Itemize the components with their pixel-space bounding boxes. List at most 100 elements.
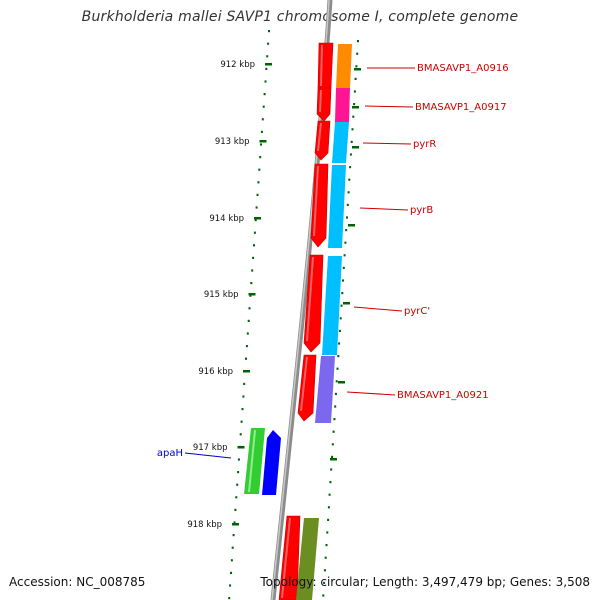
track-dot (252, 256, 255, 259)
track-dot (349, 153, 352, 156)
cds-red-arrow (314, 120, 331, 161)
track-dot (254, 219, 257, 222)
feature-blue-arrow (262, 430, 281, 495)
track-dot (261, 118, 264, 121)
track-dot (265, 67, 268, 70)
track-dot (343, 254, 346, 257)
track-dot (323, 569, 326, 572)
track-dot (350, 140, 353, 143)
feature-magenta (335, 88, 350, 122)
cds-highlight (317, 122, 322, 152)
track-dot (327, 506, 330, 509)
ruler-label: 917 kbp (193, 443, 228, 453)
outer-tick (354, 68, 361, 71)
feature-cyan-pyrC (322, 256, 342, 355)
track-dot (332, 430, 335, 433)
accession-text: Accession: NC_008785 (9, 575, 146, 589)
track-dot (349, 166, 352, 169)
track-dot (257, 181, 260, 184)
track-dot (243, 382, 246, 385)
gene-label: BMASAVP1_A0916 (417, 63, 509, 74)
track-dot (356, 52, 359, 55)
ruler-tick (254, 217, 261, 220)
track-dot (333, 418, 336, 421)
ruler-tick (259, 140, 267, 143)
ruler-tick (248, 293, 256, 296)
track-dot (253, 244, 255, 247)
gene-label: apaH (157, 448, 183, 459)
track-dot (241, 408, 244, 411)
track-dot (234, 508, 237, 511)
gene-label-leader (364, 105, 414, 108)
track-dot (339, 317, 342, 320)
track-dot (236, 483, 239, 486)
track-dot (338, 329, 341, 332)
track-dot (344, 241, 347, 244)
track-dot (342, 279, 344, 282)
track-dot (326, 531, 329, 534)
track-dot (334, 405, 337, 408)
cds-highlight (319, 89, 322, 113)
track-dot (334, 392, 337, 395)
track-dot (255, 206, 258, 209)
track-dot (352, 115, 355, 118)
gene-label: BMASAVP1_A0921 (397, 390, 489, 401)
track-dot (331, 455, 333, 458)
track-dot (351, 128, 354, 131)
track-dot (322, 594, 325, 597)
track-dot (353, 90, 356, 93)
cds-highlight (300, 356, 308, 412)
track-dot (338, 342, 341, 345)
feature-olive (296, 518, 319, 600)
ruler: 912 kbp 913 kbp 914 kbp 915 kbp 916 kbp 917 k… (187, 60, 272, 530)
track-dot (353, 103, 356, 106)
track-dot (231, 546, 234, 549)
track-dot (345, 229, 348, 232)
genome-summary-text: Topology: circular; Length: 3,497,479 bp… (260, 575, 590, 589)
track-dot (329, 481, 332, 484)
feature-orange (336, 44, 352, 88)
outer-tick (343, 302, 350, 305)
track-dot (235, 496, 238, 499)
track-dot (357, 40, 359, 43)
feature-tracks (244, 42, 361, 600)
track-dot (246, 332, 249, 335)
outer-tick (352, 146, 359, 149)
track-dot (264, 80, 267, 83)
cds-highlight (306, 256, 314, 342)
outer-tick (330, 458, 337, 461)
track-dot (336, 367, 339, 370)
gene-label-leader (359, 207, 409, 211)
track-dot (240, 420, 243, 423)
track-dot (327, 518, 330, 521)
track-dot (237, 458, 240, 461)
ruler-label: 916 kbp (198, 367, 233, 377)
map-title: Burkholderia mallei SAVP1 chromosome I, … (81, 9, 519, 25)
ruler-tick (243, 370, 250, 373)
track-dot (335, 380, 338, 383)
feature-cyan-pyrR (332, 122, 349, 163)
feature-cyan-pyrB (328, 165, 346, 248)
track-dot (331, 443, 334, 446)
gene-label-leader (346, 391, 396, 396)
track-dot (325, 544, 328, 547)
cds-highlight (313, 165, 319, 237)
track-dot (341, 292, 344, 295)
track-dot (346, 216, 348, 219)
track-dot (237, 471, 240, 474)
track-dot (239, 433, 242, 436)
track-dot (337, 355, 340, 358)
feature-track-dots (228, 30, 359, 600)
track-dot (258, 168, 261, 171)
gene-label-leader (353, 306, 403, 312)
track-dot (355, 65, 358, 68)
cds-highlight (320, 44, 323, 87)
track-dot (251, 269, 254, 272)
cds-red-arrow (316, 87, 332, 122)
track-dot (328, 493, 331, 496)
track-dot (247, 319, 250, 322)
ruler-label: 914 kbp (209, 214, 244, 224)
track-dot (230, 559, 233, 562)
track-dot (262, 105, 265, 108)
